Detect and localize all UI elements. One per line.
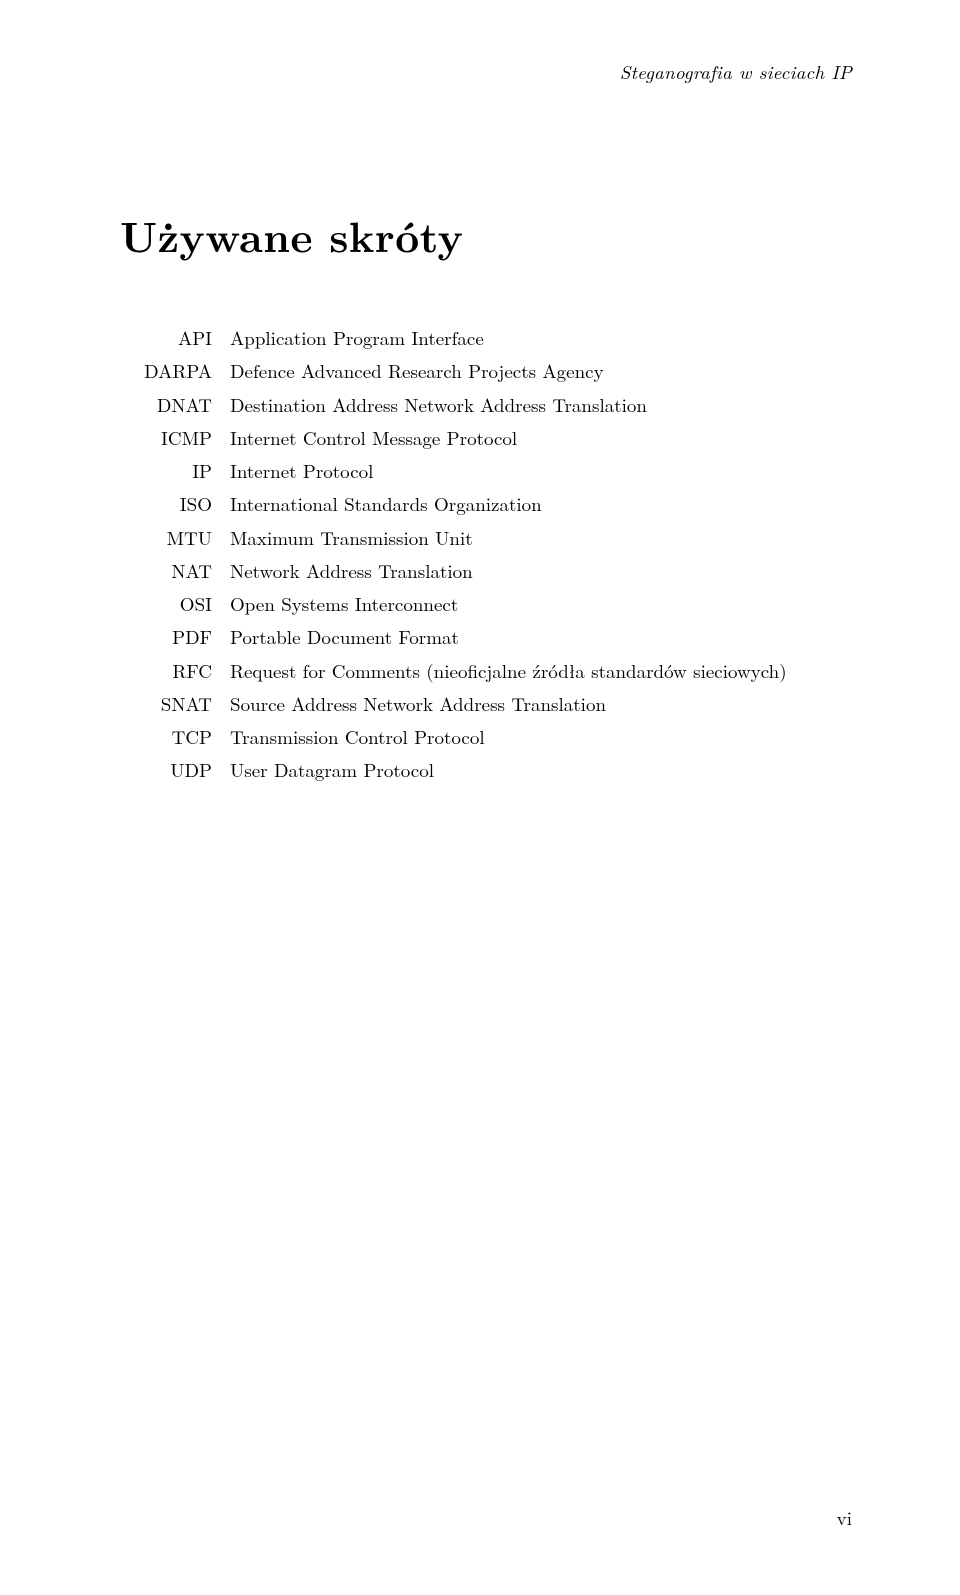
abbr-cell: PDF — [120, 620, 230, 653]
page-number: vi — [837, 1504, 852, 1531]
table-row: UDP User Datagram Protocol — [120, 753, 787, 786]
table-row: SNAT Source Address Network Address Tran… — [120, 687, 787, 720]
table-row: ICMP Internet Control Message Protocol — [120, 421, 787, 454]
abbr-cell: SNAT — [120, 687, 230, 720]
def-cell: User Datagram Protocol — [230, 753, 787, 786]
table-row: ISO International Standards Organization — [120, 487, 787, 520]
page-title: Używane skróty — [120, 205, 852, 265]
abbreviations-table: API Application Program Interface DARPA … — [120, 321, 787, 787]
def-cell: Network Address Translation — [230, 554, 787, 587]
table-row: DARPA Defence Advanced Research Projects… — [120, 354, 787, 387]
def-cell: Request for Comments (nieoficjalne źródł… — [230, 654, 787, 687]
table-row: TCP Transmission Control Protocol — [120, 720, 787, 753]
table-row: PDF Portable Document Format — [120, 620, 787, 653]
table-row: OSI Open Systems Interconnect — [120, 587, 787, 620]
abbr-cell: NAT — [120, 554, 230, 587]
def-cell: International Standards Organization — [230, 487, 787, 520]
table-row: RFC Request for Comments (nieoficjalne ź… — [120, 654, 787, 687]
abbr-cell: RFC — [120, 654, 230, 687]
abbr-cell: DNAT — [120, 388, 230, 421]
abbr-cell: ICMP — [120, 421, 230, 454]
table-row: NAT Network Address Translation — [120, 554, 787, 587]
def-cell: Internet Control Message Protocol — [230, 421, 787, 454]
abbr-cell: DARPA — [120, 354, 230, 387]
def-cell: Application Program Interface — [230, 321, 787, 354]
def-cell: Maximum Transmission Unit — [230, 521, 787, 554]
def-cell: Defence Advanced Research Projects Agenc… — [230, 354, 787, 387]
def-cell: Internet Protocol — [230, 454, 787, 487]
table-row: IP Internet Protocol — [120, 454, 787, 487]
abbr-cell: UDP — [120, 753, 230, 786]
table-row: MTU Maximum Transmission Unit — [120, 521, 787, 554]
def-cell: Portable Document Format — [230, 620, 787, 653]
running-head: Steganografia w sieciach IP — [120, 58, 852, 85]
abbr-cell: API — [120, 321, 230, 354]
def-cell: Transmission Control Protocol — [230, 720, 787, 753]
table-row: DNAT Destination Address Network Address… — [120, 388, 787, 421]
abbr-cell: IP — [120, 454, 230, 487]
abbr-cell: MTU — [120, 521, 230, 554]
def-cell: Open Systems Interconnect — [230, 587, 787, 620]
abbr-cell: TCP — [120, 720, 230, 753]
abbr-cell: OSI — [120, 587, 230, 620]
def-cell: Source Address Network Address Translati… — [230, 687, 787, 720]
abbr-cell: ISO — [120, 487, 230, 520]
def-cell: Destination Address Network Address Tran… — [230, 388, 787, 421]
table-row: API Application Program Interface — [120, 321, 787, 354]
page: Steganografia w sieciach IP Używane skró… — [0, 0, 960, 1595]
